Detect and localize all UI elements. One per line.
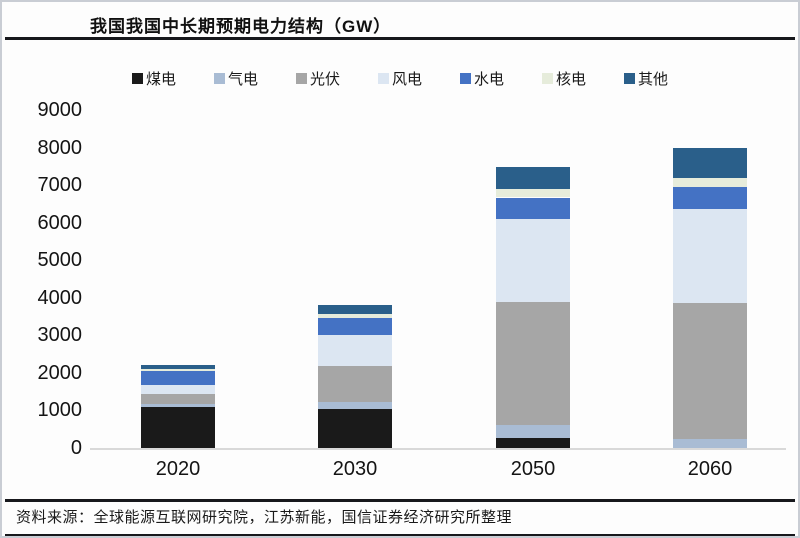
bar-segment-2050-coal xyxy=(496,437,570,448)
bar-segment-2050-wind xyxy=(496,219,570,302)
legend-label-wind: 风电 xyxy=(391,71,422,88)
bar-segment-2020-wind xyxy=(141,385,215,395)
chart-title: 我国我国中长期预期电力结构（GW） xyxy=(90,17,392,36)
bar-segment-2060-nuclear xyxy=(673,177,747,188)
y-axis-tick-label: 3000 xyxy=(37,324,83,347)
y-axis-tick-label: 8000 xyxy=(37,136,83,159)
legend-item-nuclear: 核电 xyxy=(542,68,586,89)
bar-segment-2060-hydro xyxy=(673,187,747,210)
bar-segment-2050-gas xyxy=(496,424,570,438)
y-axis-tick-label: 7000 xyxy=(37,174,83,197)
bar-segment-2060-solar xyxy=(673,302,747,439)
chart-area: 0 1000 2000 3000 4000 5000 6000 7000 8000 9000 202… xyxy=(2,99,798,497)
bar-segment-2020-nuclear xyxy=(141,369,215,371)
bar-segment-2020-hydro xyxy=(141,371,215,386)
legend-swatch-nuclear xyxy=(542,73,554,84)
bar-segment-2050-hydro xyxy=(496,197,570,220)
legend-swatch-solar xyxy=(295,73,307,84)
bar-segment-2060-wind xyxy=(673,209,747,303)
bar-2020 xyxy=(141,102,215,448)
bar-segment-2020-gas xyxy=(141,403,215,408)
legend-label-hydro: 水电 xyxy=(474,71,505,88)
bar-segment-2020-coal xyxy=(141,407,215,448)
bar-segment-2050-solar xyxy=(496,301,570,425)
y-axis-tick-label: 2000 xyxy=(37,361,83,384)
y-axis-tick-label: 9000 xyxy=(37,99,83,121)
bar-segment-2060-other xyxy=(673,147,747,178)
legend-label-coal: 煤电 xyxy=(145,71,176,88)
legend-swatch-other xyxy=(624,73,636,84)
x-axis-tick-label: 2030 xyxy=(332,458,378,480)
bar-segment-2020-solar xyxy=(141,394,215,404)
legend-item-other: 其他 xyxy=(624,68,668,89)
bar-2060 xyxy=(673,102,747,448)
bar-segment-2030-nuclear xyxy=(318,313,392,318)
bar-segment-2030-hydro xyxy=(318,317,392,335)
bar-segment-2020-other xyxy=(141,365,215,370)
bar-segment-2030-solar xyxy=(318,365,392,402)
y-axis-tick-label: 6000 xyxy=(37,211,83,234)
y-axis-tick-label: 1000 xyxy=(37,399,83,422)
legend-swatch-hydro xyxy=(460,73,471,84)
legend-item-hydro: 水电 xyxy=(460,68,504,89)
legend: 煤电 气电 光伏 风电 水电 核电 其他 xyxy=(2,68,798,89)
legend-swatch-coal xyxy=(131,73,143,84)
legend-item-solar: 光伏 xyxy=(295,68,340,89)
x-axis-line xyxy=(90,448,786,450)
bar-segment-2030-gas xyxy=(318,401,392,409)
bar-segment-2030-wind xyxy=(318,334,392,366)
legend-swatch-gas xyxy=(213,73,225,84)
bar-segment-2030-coal xyxy=(318,408,392,448)
legend-item-gas: 气电 xyxy=(213,68,258,89)
legend-label-solar: 光伏 xyxy=(309,71,340,88)
legend-label-gas: 气电 xyxy=(227,71,258,88)
source-rule-bottom xyxy=(5,534,795,536)
title-rule xyxy=(5,37,795,40)
y-axis-tick-label: 4000 xyxy=(37,286,83,309)
bar-segment-2060-gas xyxy=(673,438,747,448)
legend-label-nuclear: 核电 xyxy=(556,71,587,88)
legend-swatch-wind xyxy=(377,73,389,84)
bar-segment-2050-other xyxy=(496,167,570,190)
x-axis-tick-label: 2060 xyxy=(687,458,733,480)
source-rule-top xyxy=(5,499,795,502)
y-axis-tick-label: 5000 xyxy=(37,249,83,272)
bar-segment-2050-nuclear xyxy=(496,189,570,198)
legend-label-other: 其他 xyxy=(638,71,669,88)
legend-item-wind: 风电 xyxy=(377,68,422,89)
bar-2050 xyxy=(496,102,570,448)
bar-2030 xyxy=(318,102,392,448)
source-note: 资料来源：全球能源互联网研究院，江苏新能，国信证券经济研究所整理 xyxy=(16,510,513,526)
y-axis-tick-label: 0 xyxy=(70,437,82,459)
x-axis-tick-label: 2050 xyxy=(510,458,556,480)
legend-item-coal: 煤电 xyxy=(131,68,176,89)
x-axis-tick-label: 2020 xyxy=(155,458,201,480)
bar-segment-2030-other xyxy=(318,305,392,314)
